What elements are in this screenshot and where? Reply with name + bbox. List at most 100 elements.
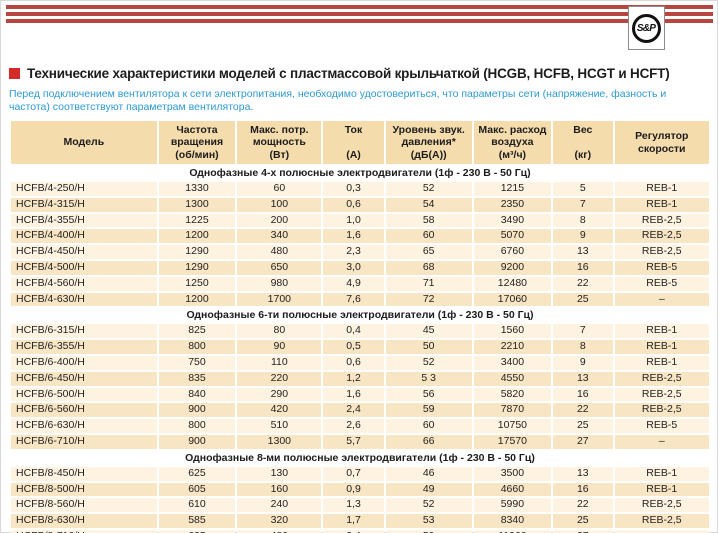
value-cell: REB-2,5 xyxy=(614,387,709,402)
table-row: HCFB/6-355/H 800 90 0,5 50 2210 8 REB-1 xyxy=(11,340,709,354)
value-cell: 100 xyxy=(237,197,322,212)
value-cell: 1560 xyxy=(473,324,552,339)
value-cell: 840 xyxy=(158,387,236,402)
value-cell: 25 xyxy=(553,514,613,528)
table-row: HCFB/8-710/H6254802,4591196027– xyxy=(11,529,709,533)
column-header-1: Частота вращения (об/мин) xyxy=(158,121,236,164)
brand-stripes xyxy=(6,5,713,26)
value-cell: REB-2,5 xyxy=(614,213,709,228)
value-cell: 56 xyxy=(385,387,472,402)
title-bullet-icon xyxy=(9,68,20,79)
table-row: HCFB/6-315/H 825 80 0,4 45 1560 7 REB-1 xyxy=(11,324,709,339)
spec-table-head: Модель Частота вращения (об/мин) Макс. потр.… xyxy=(11,121,709,164)
value-cell: 25 xyxy=(553,292,613,307)
model-cell: HCFB/8-450/H xyxy=(11,466,157,481)
model-cell: HCFB/4-400/H xyxy=(11,229,157,244)
value-cell: 59 xyxy=(385,529,472,533)
value-cell: 1225 xyxy=(158,213,236,228)
section-header: Однофазные 8-ми полюсные электродвигател… xyxy=(11,450,709,465)
value-cell: 4550 xyxy=(473,371,552,386)
value-cell: REB-1 xyxy=(614,482,709,497)
value-cell: 5990 xyxy=(473,498,552,513)
value-cell: 1,6 xyxy=(323,387,384,402)
value-cell: 1215 xyxy=(473,182,552,196)
value-cell: 60 xyxy=(237,182,322,196)
column-header-7: Регулятор скорости xyxy=(614,121,709,164)
model-cell: HCFB/4-630/H xyxy=(11,292,157,307)
column-header-0: Модель xyxy=(11,121,157,164)
column-header-2: Макс. потр. мощность (Вт) xyxy=(237,121,322,164)
value-cell: 2350 xyxy=(473,197,552,212)
model-cell: HCFB/6-355/H xyxy=(11,340,157,354)
value-cell: 7,6 xyxy=(323,292,384,307)
table-row: HCFB/6-560/H 900 420 2,4 59 7870 22 REB-2,5 xyxy=(11,403,709,418)
value-cell: 2210 xyxy=(473,340,552,354)
value-cell: 3,0 xyxy=(323,260,384,275)
value-cell: 1,7 xyxy=(323,514,384,528)
value-cell: 290 xyxy=(237,387,322,402)
value-cell: REB-5 xyxy=(614,260,709,275)
table-row: HCFB/6-710/H 900 1300 5,7 66 17570 27– xyxy=(11,434,709,449)
value-cell: 10750 xyxy=(473,419,552,433)
value-cell: REB-2,5 xyxy=(614,514,709,528)
value-cell: 2,3 xyxy=(323,245,384,259)
value-cell: 0,3 xyxy=(323,182,384,196)
table-row: HCFB/6-450/H 835 220 1,2 5 3 4550 13 REB-2,5 xyxy=(11,371,709,386)
value-cell: 7 xyxy=(553,197,613,212)
value-cell: 16 xyxy=(553,387,613,402)
value-cell: REB-5 xyxy=(614,419,709,433)
value-cell: 13 xyxy=(553,371,613,386)
value-cell: – xyxy=(614,529,709,533)
value-cell: 53 xyxy=(385,514,472,528)
value-cell: 11960 xyxy=(473,529,552,533)
model-cell: HCFB/6-500/H xyxy=(11,387,157,402)
value-cell: 0,4 xyxy=(323,324,384,339)
value-cell: REB-2,5 xyxy=(614,245,709,259)
value-cell: 0,9 xyxy=(323,482,384,497)
value-cell: 80 xyxy=(237,324,322,339)
table-row: HCFB/6-400/H 750 110 0,6 52 3400 9 REB-1 xyxy=(11,355,709,370)
value-cell: 750 xyxy=(158,355,236,370)
sp-logo-text: S&P xyxy=(636,22,656,34)
value-cell: 3500 xyxy=(473,466,552,481)
value-cell: 16 xyxy=(553,482,613,497)
value-cell: 605 xyxy=(158,482,236,497)
value-cell: REB-2,5 xyxy=(614,229,709,244)
model-cell: HCFB/6-315/H xyxy=(11,324,157,339)
value-cell: 0,6 xyxy=(323,197,384,212)
value-cell: 5820 xyxy=(473,387,552,402)
value-cell: REB-2,5 xyxy=(614,498,709,513)
value-cell: 110 xyxy=(237,355,322,370)
column-header-4: Уровень звук. давления* (дБ(А)) xyxy=(385,121,472,164)
value-cell: 0,5 xyxy=(323,340,384,354)
value-cell: 625 xyxy=(158,529,236,533)
table-row: HCFB/8-560/H 610 240 1,3 52 5990 22 REB-2,5 xyxy=(11,498,709,513)
value-cell: 4,9 xyxy=(323,276,384,291)
value-cell: 320 xyxy=(237,514,322,528)
value-cell: 45 xyxy=(385,324,472,339)
value-cell: 510 xyxy=(237,419,322,433)
value-cell: 340 xyxy=(237,229,322,244)
value-cell: 480 xyxy=(237,245,322,259)
value-cell: – xyxy=(614,434,709,449)
value-cell: 9200 xyxy=(473,260,552,275)
value-cell: 59 xyxy=(385,403,472,418)
value-cell: 2,4 xyxy=(323,529,384,533)
stripe xyxy=(6,5,713,9)
value-cell: 5 3 xyxy=(385,371,472,386)
value-cell: 1290 xyxy=(158,245,236,259)
value-cell: 1330 xyxy=(158,182,236,196)
value-cell: 22 xyxy=(553,403,613,418)
value-cell: 66 xyxy=(385,434,472,449)
model-cell: HCFB/4-500/H xyxy=(11,260,157,275)
model-cell: HCFB/6-450/H xyxy=(11,371,157,386)
table-row: HCFB/4-250/H 1330 60 0,3 52 1215 5 REB-1 xyxy=(11,182,709,196)
model-cell: HCFB/4-355/H xyxy=(11,213,157,228)
value-cell: 900 xyxy=(158,434,236,449)
value-cell: 980 xyxy=(237,276,322,291)
value-cell: 1,3 xyxy=(323,498,384,513)
value-cell: 835 xyxy=(158,371,236,386)
value-cell: 160 xyxy=(237,482,322,497)
model-cell: HCFB/4-250/H xyxy=(11,182,157,196)
value-cell: 1,6 xyxy=(323,229,384,244)
